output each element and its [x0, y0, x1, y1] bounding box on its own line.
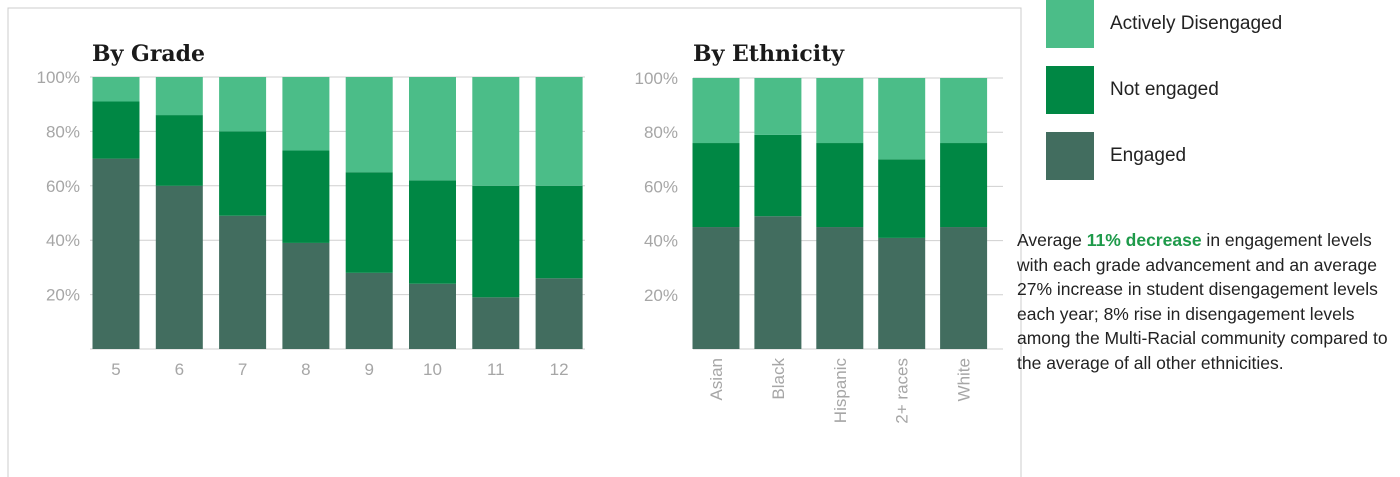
ethnicity-bars [692, 78, 988, 349]
grade-x-tick-label: 9 [364, 360, 373, 379]
ethnicity-bar-hispanic-actively-disengaged [816, 78, 864, 144]
ethnicity-chart-title: By Ethnicity [693, 41, 845, 67]
summary-note: Average 11% decrease in engagement level… [1017, 228, 1392, 375]
grade-bar-12-actively-disengaged [535, 77, 583, 186]
ethnicity-x-ticks: Asian Black Hispanic 2+ races White [707, 358, 974, 424]
ethnicity-x-tick-label: Asian [707, 358, 726, 401]
ethnicity-bar-2-races-engaged [878, 237, 926, 349]
grade-bar-12-not-engaged [535, 185, 583, 279]
grade-bar-9-actively-disengaged [345, 77, 393, 173]
grade-bar-9-engaged [345, 272, 393, 349]
grade-bar-7-actively-disengaged [219, 77, 267, 132]
grade-x-tick-label: 10 [423, 360, 442, 379]
legend-swatch-actively-disengaged [1046, 0, 1094, 48]
grade-bar-9-not-engaged [345, 172, 393, 273]
ethnicity-x-tick-label: White [955, 358, 974, 401]
grade-y-ticks: 100% 80% 60% 40% 20% [37, 68, 80, 305]
grade-chart-title: By Grade [92, 41, 205, 67]
ethnicity-y-tick-label: 60% [644, 177, 678, 196]
grade-bar-6-not-engaged [155, 115, 203, 186]
grade-bar-6-actively-disengaged [155, 77, 203, 116]
grade-bar-8-engaged [282, 242, 330, 349]
grade-x-tick-label: 6 [175, 360, 184, 379]
ethnicity-bar-hispanic-not-engaged [816, 143, 864, 228]
ethnicity-chart: By Ethnicity 100% 80% 60% 40% 20% Asian Black… [635, 41, 1003, 424]
ethnicity-bar-2-races-actively-disengaged [878, 78, 926, 160]
grade-bar-11-not-engaged [472, 185, 520, 298]
grade-y-tick-label: 40% [46, 231, 80, 250]
grade-y-tick-label: 20% [46, 286, 80, 305]
ethnicity-bar-white-not-engaged [940, 143, 988, 228]
grade-bar-7-engaged [219, 215, 267, 349]
grade-bar-8-actively-disengaged [282, 77, 330, 151]
grade-bar-5-actively-disengaged [92, 77, 140, 102]
ethnicity-y-tick-label: 20% [644, 286, 678, 305]
grade-y-tick-label: 100% [37, 68, 80, 87]
note-body: in engagement levels with each grade adv… [1017, 230, 1388, 373]
ethnicity-bar-hispanic-engaged [816, 227, 864, 349]
legend-label-engaged: Engaged [1110, 145, 1187, 166]
grade-bar-5-not-engaged [92, 101, 140, 159]
ethnicity-x-tick-label: Black [769, 358, 788, 400]
ethnicity-bar-2-races-not-engaged [878, 159, 926, 238]
grade-chart: By Grade 100% 80% 60% 40% 20% 5 6 7 8 9 10 11 12 [37, 41, 585, 379]
grade-bar-10-engaged [409, 283, 456, 349]
ethnicity-bar-black-not-engaged [754, 134, 802, 217]
ethnicity-bar-asian-not-engaged [692, 143, 740, 228]
grade-x-ticks: 5 6 7 8 9 10 11 12 [111, 360, 568, 379]
legend-item-actively-disengaged: Actively Disengaged [1046, 0, 1386, 48]
grade-bar-6-engaged [155, 185, 203, 349]
grade-bar-10-actively-disengaged [409, 77, 456, 181]
legend-label-not-engaged: Not engaged [1110, 79, 1219, 100]
grade-bar-5-engaged [92, 158, 140, 349]
legend-label-actively-disengaged: Actively Disengaged [1110, 13, 1283, 34]
ethnicity-bar-black-engaged [754, 216, 802, 349]
chart-frame [7, 7, 1022, 477]
ethnicity-bar-white-engaged [940, 227, 988, 349]
ethnicity-x-tick-label: Hispanic [831, 358, 850, 424]
legend-item-engaged: Engaged [1046, 132, 1386, 180]
legend-item-not-engaged: Not engaged [1046, 66, 1386, 114]
note-highlight: 11% decrease [1086, 230, 1202, 250]
grade-bar-8-not-engaged [282, 150, 330, 243]
ethnicity-bar-white-actively-disengaged [940, 78, 988, 144]
grade-x-tick-label: 5 [111, 360, 120, 379]
grade-bars [92, 77, 583, 349]
grade-bar-11-engaged [472, 297, 520, 349]
ethnicity-bar-black-actively-disengaged [754, 78, 802, 135]
grade-y-tick-label: 60% [46, 177, 80, 196]
note-prefix: Average [1017, 230, 1087, 250]
grade-bar-7-not-engaged [219, 131, 267, 216]
grade-bar-11-actively-disengaged [472, 77, 520, 186]
ethnicity-y-tick-label: 40% [644, 232, 678, 251]
grade-y-tick-label: 80% [46, 122, 80, 141]
grade-x-tick-label: 11 [487, 360, 505, 379]
ethnicity-y-tick-label: 80% [644, 123, 678, 142]
grade-x-tick-label: 8 [301, 360, 310, 379]
ethnicity-x-tick-label: 2+ races [893, 358, 912, 424]
legend-swatch-not-engaged [1046, 66, 1094, 114]
grade-x-tick-label: 12 [550, 360, 569, 379]
grade-bar-10-not-engaged [409, 180, 456, 284]
ethnicity-y-ticks: 100% 80% 60% 40% 20% [635, 69, 678, 305]
grade-x-tick-label: 7 [238, 360, 247, 379]
ethnicity-y-tick-label: 100% [635, 69, 678, 88]
legend-swatch-engaged [1046, 132, 1094, 180]
ethnicity-bar-asian-actively-disengaged [692, 78, 740, 144]
ethnicity-bar-asian-engaged [692, 227, 740, 349]
grade-bar-12-engaged [535, 278, 583, 349]
